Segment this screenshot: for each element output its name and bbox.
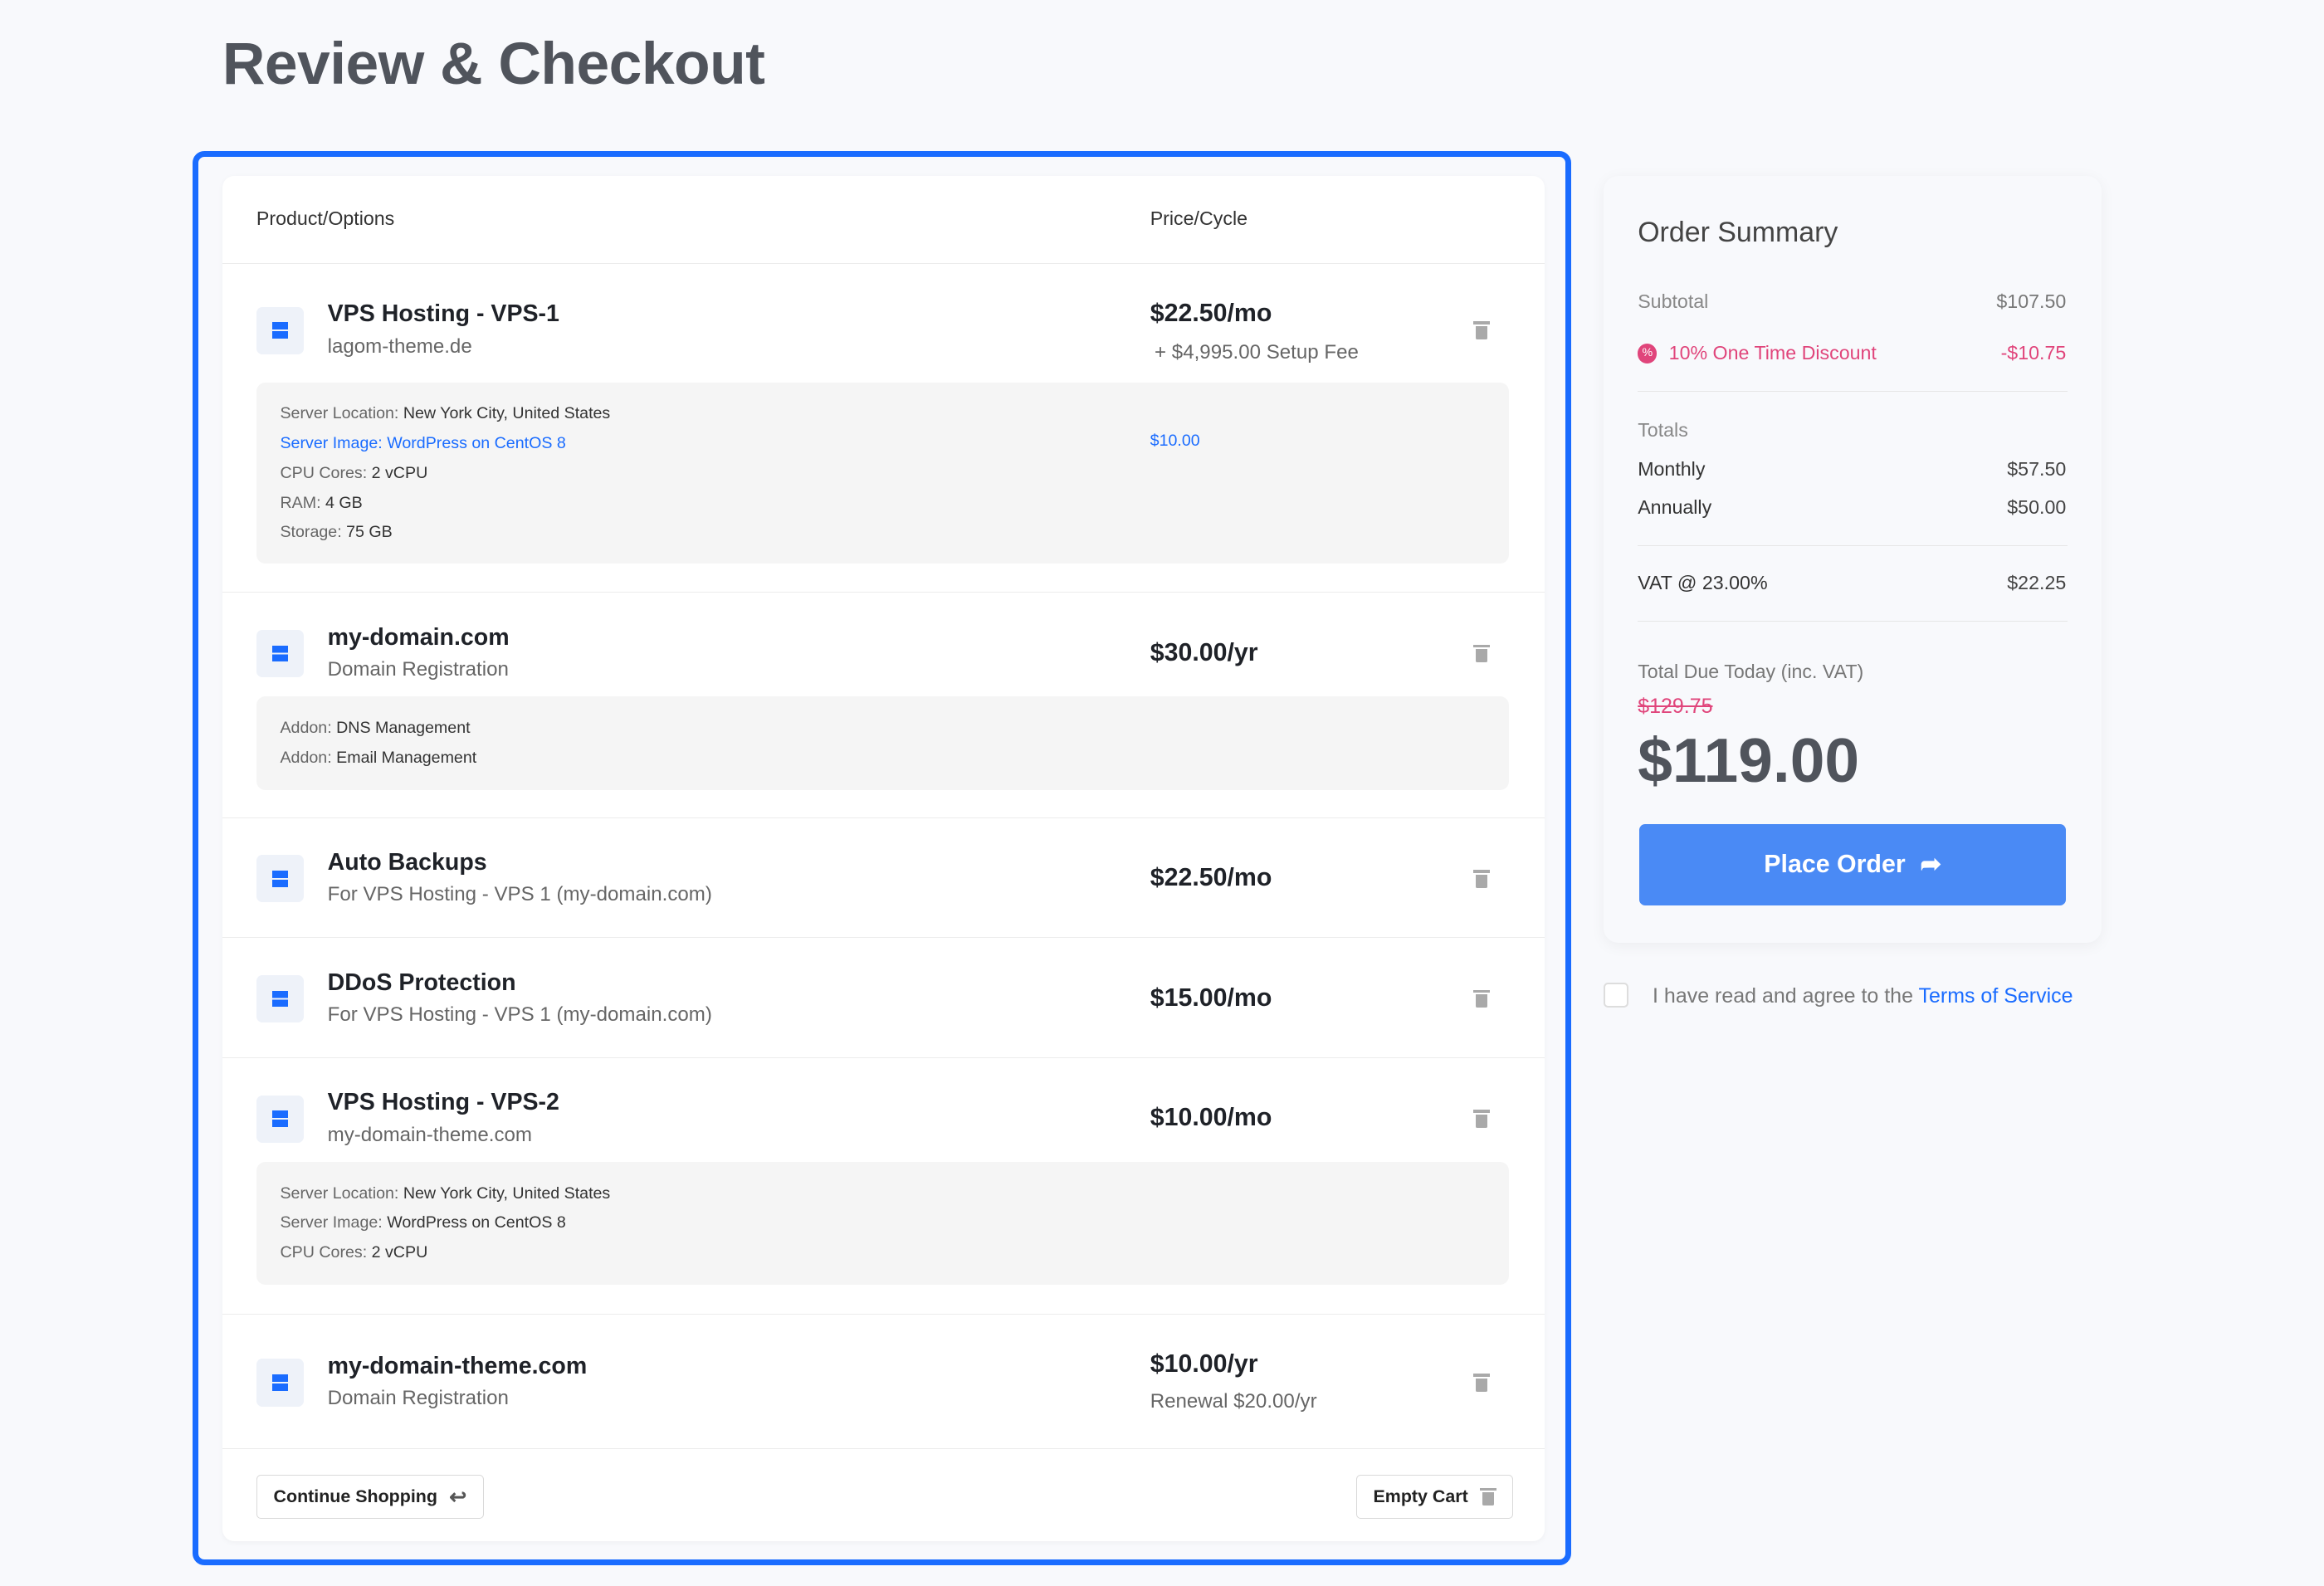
page-title: Review & Checkout: [222, 30, 765, 97]
trash-icon: [1480, 1487, 1496, 1506]
item-price: $22.50/mo: [1150, 864, 1272, 892]
detail-price[interactable]: $10.00: [1150, 431, 1200, 450]
place-order-label: Place Order: [1764, 850, 1906, 878]
server-icon: [256, 855, 305, 903]
item-name[interactable]: DDoS Protection: [327, 969, 516, 996]
order-summary: Order Summary Subtotal $107.50 % 10% One…: [1604, 176, 2102, 943]
cart-table: Product/Options Price/Cycle VPS Hosting …: [222, 176, 1545, 1542]
trash-icon[interactable]: [1472, 644, 1490, 663]
cart-highlight-frame: [193, 151, 1571, 1565]
item-subtitle: Domain Registration: [327, 1387, 509, 1410]
renewal-price: Renewal $20.00/yr: [1150, 1389, 1317, 1413]
reply-arrow-icon: ↩: [449, 1485, 467, 1509]
item-details: Server Location: New York City, United S…: [256, 1161, 1509, 1286]
trash-icon[interactable]: [1472, 989, 1490, 1008]
item-name[interactable]: VPS Hosting - VPS-1: [327, 300, 559, 328]
detail-line: Server Image: WordPress on CentOS 8: [280, 1213, 566, 1232]
item-subtitle: For VPS Hosting - VPS 1 (my-domain.com): [327, 883, 712, 906]
detail-line: Storage: 75 GB: [280, 523, 393, 542]
vat-value: $22.25: [2007, 572, 2067, 594]
server-icon: [256, 629, 305, 678]
server-icon: [256, 1095, 305, 1143]
detail-line: Server Location: New York City, United S…: [280, 1183, 611, 1203]
detail-line: CPU Cores: 2 vCPU: [280, 1243, 428, 1262]
cart-header: Product/Options Price/Cycle: [222, 176, 1545, 264]
empty-cart-button[interactable]: Empty Cart: [1355, 1474, 1514, 1520]
discount-row: % 10% One Time Discount: [1638, 342, 1877, 364]
place-order-button[interactable]: Place Order ➦: [1638, 823, 2067, 906]
cart-item: VPS Hosting - VPS-1 lagom-theme.de $22.5…: [222, 264, 1545, 593]
continue-shopping-button[interactable]: Continue Shopping ↩: [256, 1474, 484, 1520]
item-subtitle: lagom-theme.de: [327, 334, 472, 358]
monthly-label: Monthly: [1638, 457, 1706, 480]
detail-line: CPU Cores: 2 vCPU: [280, 463, 428, 482]
server-icon: [256, 974, 305, 1023]
item-price: $30.00/yr: [1150, 638, 1258, 666]
annually-label: Annually: [1638, 496, 1712, 519]
item-subtitle: Domain Registration: [327, 657, 509, 681]
subtotal-label: Subtotal: [1638, 290, 1709, 312]
item-price: $22.50/mo: [1150, 299, 1272, 327]
cart-item: my-domain.com Domain Registration $30.00…: [222, 593, 1545, 818]
tos-checkbox[interactable]: [1604, 982, 1629, 1008]
detail-line: Addon: DNS Management: [280, 719, 471, 738]
trash-icon[interactable]: [1472, 1374, 1490, 1392]
server-icon: [256, 1359, 305, 1407]
divider: [1638, 545, 2068, 546]
item-name[interactable]: my-domain-theme.com: [327, 1353, 588, 1380]
divider: [1638, 391, 2068, 392]
detail-line: Addon: Email Management: [280, 748, 477, 767]
empty-cart-label: Empty Cart: [1373, 1486, 1468, 1507]
trash-icon[interactable]: [1472, 321, 1490, 339]
vat-label: VAT @ 23.00%: [1638, 572, 1768, 594]
cart-item: VPS Hosting - VPS-2 my-domain-theme.com …: [222, 1058, 1545, 1315]
subtotal-value: $107.50: [1996, 290, 2067, 312]
totals-label: Totals: [1638, 419, 1688, 442]
item-price: $15.00/mo: [1150, 983, 1272, 1012]
annually-value: $50.00: [2007, 496, 2067, 519]
item-price: $10.00/yr: [1150, 1349, 1258, 1378]
monthly-value: $57.50: [2007, 457, 2067, 480]
item-price: $10.00/mo: [1150, 1104, 1272, 1132]
total-due-label: Total Due Today (inc. VAT): [1638, 661, 1864, 683]
detail-line: Server Location: New York City, United S…: [280, 404, 611, 423]
cart-item: Auto Backups For VPS Hosting - VPS 1 (my…: [222, 818, 1545, 939]
divider: [1638, 621, 2068, 622]
header-product: Product/Options: [256, 207, 395, 229]
item-name[interactable]: VPS Hosting - VPS-2: [327, 1089, 559, 1116]
total-due: $119.00: [1638, 725, 1860, 796]
header-price: Price/Cycle: [1150, 207, 1248, 229]
detail-line-link[interactable]: Server Image: WordPress on CentOS 8: [280, 434, 566, 453]
discount-label: 10% One Time Discount: [1668, 342, 1877, 364]
item-subtitle: my-domain-theme.com: [327, 1123, 532, 1146]
cart-item: my-domain-theme.com Domain Registration …: [222, 1315, 1545, 1450]
detail-line: RAM: 4 GB: [280, 493, 363, 512]
trash-icon[interactable]: [1472, 870, 1490, 888]
discount-value: -$10.75: [2000, 342, 2067, 364]
item-subtitle: For VPS Hosting - VPS 1 (my-domain.com): [327, 1003, 712, 1026]
share-arrow-icon: ➦: [1920, 851, 1941, 879]
item-name[interactable]: Auto Backups: [327, 849, 487, 876]
item-name[interactable]: my-domain.com: [327, 623, 510, 651]
tos-label: I have read and agree to the: [1653, 983, 1913, 1008]
tos-text: I have read and agree to the Terms of Se…: [1653, 984, 2073, 1008]
setup-fee: + $4,995.00 Setup Fee: [1155, 340, 1359, 364]
cart-item: DDoS Protection For VPS Hosting - VPS 1 …: [222, 938, 1545, 1058]
terms-of-service-link[interactable]: Terms of Service: [1918, 983, 2073, 1008]
summary-title: Order Summary: [1638, 216, 1838, 248]
server-icon: [256, 306, 305, 354]
original-total: $129.75: [1638, 695, 1713, 719]
continue-shopping-label: Continue Shopping: [273, 1486, 437, 1507]
trash-icon[interactable]: [1472, 1110, 1490, 1128]
item-details: Server Location: New York City, United S…: [256, 382, 1509, 564]
item-details: Addon: DNS Management Addon: Email Manag…: [256, 696, 1509, 790]
discount-badge-icon: %: [1638, 344, 1658, 364]
